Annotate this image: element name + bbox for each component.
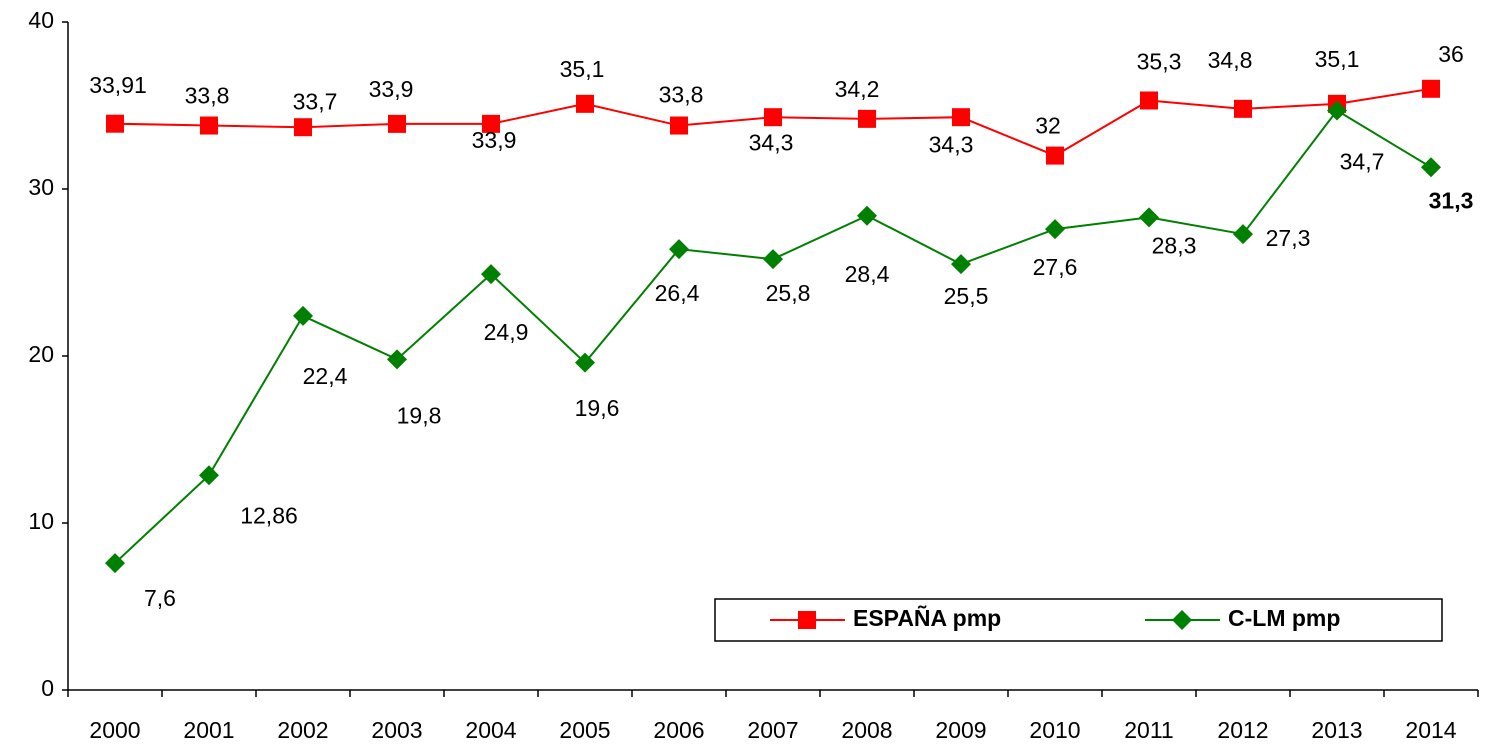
y-tick-label: 10 bbox=[28, 508, 54, 534]
x-tick-label: 2012 bbox=[1217, 717, 1268, 743]
marker-square bbox=[200, 116, 218, 135]
data-label: 34,2 bbox=[835, 76, 880, 102]
data-label: 28,4 bbox=[845, 261, 890, 287]
x-tick-label: 2010 bbox=[1029, 717, 1080, 743]
series-line bbox=[114, 109, 1432, 564]
marker-diamond bbox=[105, 553, 125, 574]
marker-diamond bbox=[857, 205, 877, 226]
marker-square bbox=[294, 118, 312, 137]
marker-diamond bbox=[1045, 219, 1065, 240]
data-label: 34,3 bbox=[929, 131, 974, 157]
marker-diamond bbox=[387, 349, 407, 370]
x-tick-label: 2011 bbox=[1124, 717, 1173, 743]
legend-label: C-LM pmp bbox=[1228, 605, 1340, 631]
x-tick-label: 2006 bbox=[653, 717, 704, 743]
data-label: 35,1 bbox=[1315, 46, 1360, 72]
data-label: 33,9 bbox=[369, 76, 414, 102]
marker-square bbox=[1234, 99, 1252, 118]
data-label: 35,3 bbox=[1137, 49, 1182, 75]
data-label: 33,91 bbox=[89, 72, 147, 98]
marker-square bbox=[764, 108, 782, 127]
data-label: 22,4 bbox=[303, 363, 348, 389]
y-tick-label: 0 bbox=[41, 675, 54, 701]
data-label: 33,8 bbox=[185, 83, 230, 109]
marker-diamond bbox=[199, 465, 219, 486]
legend-marker bbox=[798, 611, 816, 629]
y-tick-label: 40 bbox=[28, 7, 54, 33]
data-label: 34,7 bbox=[1340, 149, 1385, 175]
marker-diamond bbox=[1327, 100, 1347, 121]
data-label: 25,5 bbox=[944, 283, 989, 309]
x-tick-label: 2002 bbox=[277, 717, 328, 743]
marker-square bbox=[1046, 146, 1064, 165]
data-label: 34,8 bbox=[1208, 47, 1253, 73]
x-tick-label: 2001 bbox=[183, 717, 234, 743]
marker-diamond bbox=[1139, 207, 1159, 228]
x-tick-label: 2003 bbox=[371, 717, 422, 743]
marker-square bbox=[1140, 91, 1158, 110]
data-label: 19,8 bbox=[397, 402, 442, 428]
data-label: 27,6 bbox=[1033, 254, 1078, 280]
marker-diamond bbox=[293, 305, 313, 326]
marker-square bbox=[1422, 79, 1440, 98]
marker-diamond bbox=[763, 249, 783, 270]
data-label: 26,4 bbox=[655, 280, 700, 306]
data-label: 33,9 bbox=[472, 127, 517, 153]
marker-square bbox=[482, 114, 500, 133]
marker-square bbox=[576, 94, 594, 113]
x-tick-label: 2004 bbox=[465, 717, 516, 743]
data-label: 12,86 bbox=[240, 502, 298, 528]
data-label: 24,9 bbox=[484, 319, 529, 345]
data-label: 35,1 bbox=[560, 56, 605, 82]
data-label: 36 bbox=[1438, 41, 1464, 67]
marker-diamond bbox=[481, 264, 501, 285]
data-label: 33,8 bbox=[659, 82, 704, 108]
x-tick-label: 2000 bbox=[89, 717, 140, 743]
data-label: 27,3 bbox=[1266, 225, 1311, 251]
legend-label: ESPAÑA pmp bbox=[853, 604, 1001, 631]
data-label: 25,8 bbox=[766, 280, 811, 306]
legend-marker bbox=[1172, 610, 1192, 630]
marker-square bbox=[670, 116, 688, 135]
marker-diamond bbox=[575, 352, 595, 373]
marker-square bbox=[106, 114, 124, 133]
marker-square bbox=[952, 108, 970, 127]
y-tick-label: 30 bbox=[28, 174, 54, 200]
x-tick-label: 2008 bbox=[841, 717, 892, 743]
data-label: 33,7 bbox=[293, 88, 338, 114]
x-tick-label: 2007 bbox=[747, 717, 798, 743]
marker-diamond bbox=[1233, 224, 1253, 245]
marker-diamond bbox=[951, 254, 971, 275]
data-label: 28,3 bbox=[1152, 232, 1197, 258]
x-tick-label: 2013 bbox=[1311, 717, 1362, 743]
marker-square bbox=[388, 114, 406, 133]
data-label: 32 bbox=[1035, 113, 1061, 139]
data-label: 34,3 bbox=[749, 129, 794, 155]
data-label: 7,6 bbox=[144, 585, 176, 611]
marker-square bbox=[858, 109, 876, 128]
data-label: 19,6 bbox=[575, 395, 620, 421]
x-tick-label: 2014 bbox=[1405, 717, 1456, 743]
y-tick-label: 20 bbox=[28, 341, 54, 367]
x-tick-label: 2005 bbox=[559, 717, 610, 743]
data-label: 31,3 bbox=[1429, 187, 1474, 213]
x-tick-label: 2009 bbox=[935, 717, 986, 743]
marker-diamond bbox=[669, 239, 689, 260]
marker-diamond bbox=[1421, 157, 1441, 178]
